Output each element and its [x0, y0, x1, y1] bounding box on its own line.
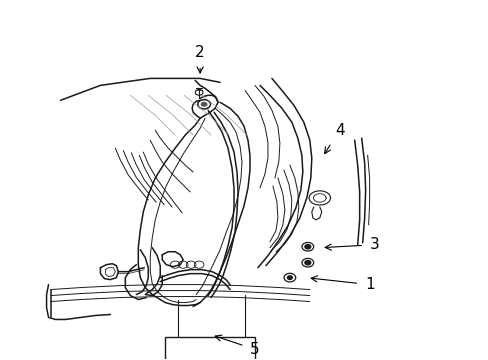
Circle shape — [287, 276, 292, 279]
Text: 4: 4 — [324, 123, 344, 153]
Text: 1: 1 — [310, 276, 374, 292]
Circle shape — [305, 261, 310, 265]
Bar — [165, 337, 254, 360]
Circle shape — [305, 244, 310, 249]
Circle shape — [200, 102, 207, 107]
Text: 5: 5 — [215, 335, 259, 357]
Text: 2: 2 — [195, 45, 204, 73]
Text: 3: 3 — [325, 237, 379, 252]
